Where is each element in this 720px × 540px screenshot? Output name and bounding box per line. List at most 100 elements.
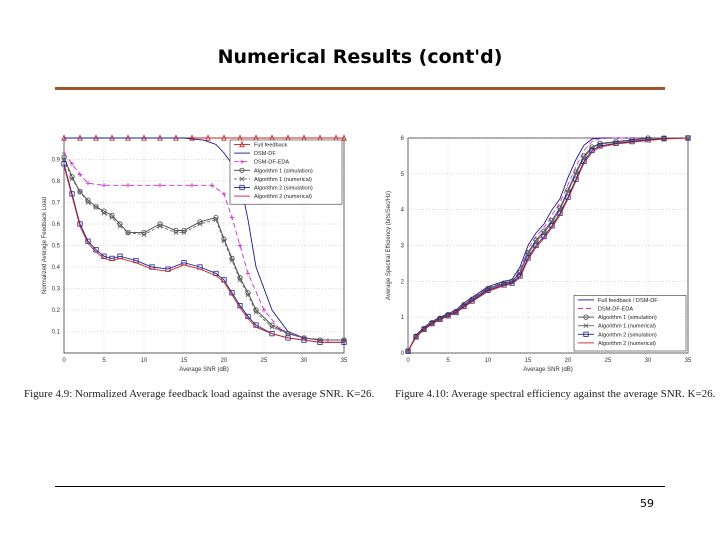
data-point <box>253 309 259 315</box>
data-point <box>245 271 251 276</box>
y-tick-label: 0.2 <box>52 308 61 314</box>
series-line <box>63 152 344 341</box>
y-tick-label: 1 <box>401 315 405 321</box>
y-tick-label: 0 <box>401 351 405 357</box>
series-line <box>407 137 688 352</box>
data-point <box>61 157 67 162</box>
legend-label: Algorithm 1 (numerical) <box>254 177 312 183</box>
legend-marker <box>583 323 589 329</box>
data-point <box>77 172 83 177</box>
data-point <box>221 134 227 141</box>
x-axis-label: Average SNR (dB) <box>523 367 573 373</box>
legend-label: DSM-DF-EDA <box>254 160 289 166</box>
data-point <box>237 243 243 248</box>
legend-label: Algorithm 1 (simulation) <box>598 315 657 321</box>
data-point <box>221 191 227 197</box>
data-point <box>445 313 451 319</box>
legend-marker <box>239 167 245 173</box>
data-point <box>221 238 227 244</box>
x-tick-label: 25 <box>605 358 612 364</box>
data-point <box>461 303 467 310</box>
figure-4-10-caption: Figure 4.10: Average spectral efficiency… <box>395 388 716 400</box>
series-line <box>63 165 344 343</box>
legend-marker <box>239 176 245 182</box>
x-tick-label: 15 <box>525 358 532 364</box>
data-point <box>237 277 243 283</box>
y-tick-label: 3 <box>401 244 405 250</box>
legend: Full feedback DSM-DF DSM-DF-EDA Algorithm 1… <box>229 139 343 205</box>
x-tick-label: 0 <box>62 358 66 364</box>
data-point <box>229 215 235 220</box>
data-point <box>261 307 267 313</box>
legend-label: Full feedback / DSM-DF <box>598 298 658 304</box>
data-point <box>125 230 131 236</box>
data-point <box>173 230 179 236</box>
data-point <box>77 189 83 195</box>
data-point <box>101 210 107 216</box>
x-tick-label: 0 <box>406 358 410 364</box>
x-axis-label: Average SNR (dB) <box>179 367 229 373</box>
data-point <box>437 316 443 322</box>
series-line <box>407 137 688 352</box>
data-point <box>453 309 459 316</box>
data-point <box>205 134 211 141</box>
data-point <box>269 331 275 337</box>
legend-marker <box>239 140 245 148</box>
legend-box <box>573 295 687 352</box>
legend-label: Algorithm 2 (simulation) <box>254 186 313 192</box>
legend-marker <box>239 184 245 191</box>
legend-marker <box>239 159 245 164</box>
series-algorithm-1-numerical <box>61 157 347 343</box>
x-tick-label: 35 <box>685 358 692 364</box>
data-point <box>197 221 203 227</box>
data-point <box>285 331 291 337</box>
x-tick-label: 5 <box>446 358 450 364</box>
x-tick-label: 10 <box>485 358 492 364</box>
spectral-efficiency-chart: 0 5 10 15 20 25 30 35 0 1 2 3 4 5 6 Average SNR (dB) Ave… <box>386 135 692 373</box>
data-point <box>613 140 619 146</box>
y-axis-label: Normalized Average Feedback Load <box>42 197 48 294</box>
data-point <box>469 298 475 304</box>
legend-label: Full feedback <box>254 143 287 149</box>
x-tick-label: 30 <box>645 358 652 364</box>
legend: Full feedback / DSM-DF DSM-DF-EDA Algorith… <box>573 295 687 352</box>
data-point <box>85 180 91 186</box>
y-tick-label: 0.4 <box>52 265 61 271</box>
data-point <box>181 230 187 236</box>
data-point <box>421 326 427 332</box>
y-tick-label: 0.8 <box>52 179 61 185</box>
legend-label: Algorithm 2 (numerical) <box>254 194 312 200</box>
data-point <box>125 183 131 188</box>
y-tick-label: 6 <box>401 136 405 142</box>
x-tick-label: 20 <box>221 358 228 364</box>
data-point <box>213 217 219 223</box>
data-point <box>413 334 419 340</box>
data-point <box>101 183 107 188</box>
feedback-load-chart: 0 5 10 15 20 25 30 35 0.1 0.2 0.3 0.4 0.5 0.6 0.7 0.8 0.… <box>42 134 348 373</box>
legend-box <box>229 139 343 205</box>
y-tick-label: 5 <box>401 172 405 178</box>
legend-marker <box>583 314 589 320</box>
data-point <box>269 324 275 330</box>
data-point <box>85 200 91 205</box>
y-tick-label: 0.5 <box>52 244 61 250</box>
data-point <box>189 134 195 141</box>
legend-label: DSM-DF-EDA <box>598 307 633 313</box>
x-tick-label: 15 <box>181 358 188 364</box>
data-point <box>157 223 163 229</box>
series-dsm-df-eda <box>61 150 347 343</box>
data-point <box>141 232 147 238</box>
x-tick-label: 10 <box>141 358 148 364</box>
data-point <box>229 258 235 264</box>
y-tick-label: 4 <box>401 208 405 214</box>
data-point <box>69 161 75 166</box>
x-tick-label: 30 <box>301 358 308 364</box>
legend-label: Algorithm 2 (numerical) <box>598 341 656 347</box>
data-point <box>69 176 75 182</box>
legend-label: Algorithm 2 (simulation) <box>598 332 657 338</box>
footer-divider <box>55 486 665 487</box>
legend-label: DSM-DF <box>254 151 276 157</box>
series-full-feedback-dsm-df <box>407 137 688 352</box>
data-point <box>341 134 347 141</box>
x-tick-label: 5 <box>102 358 106 364</box>
